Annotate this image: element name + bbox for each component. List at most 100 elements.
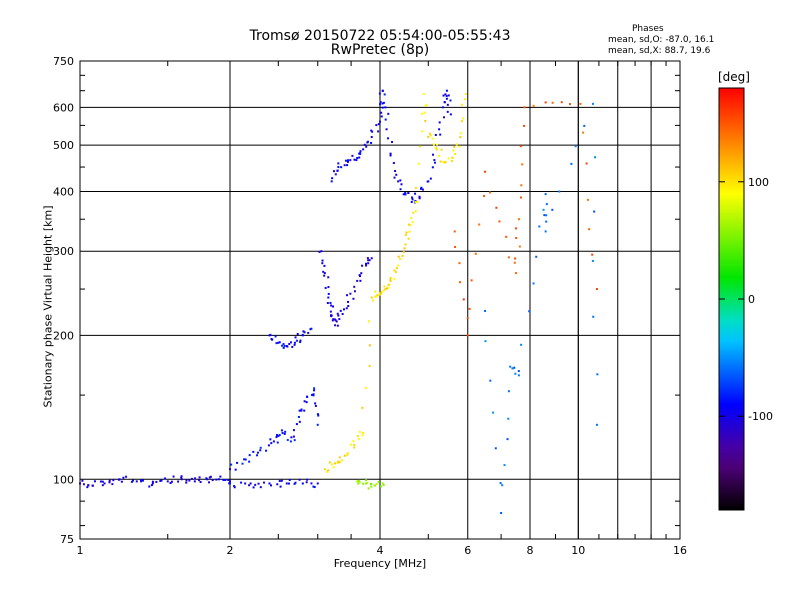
data-point: [432, 153, 435, 156]
data-point: [451, 157, 454, 160]
data-point: [188, 479, 191, 482]
data-point: [420, 187, 423, 190]
data-point: [417, 162, 420, 165]
data-point: [411, 221, 414, 224]
data-point: [381, 102, 384, 105]
data-point: [453, 145, 456, 148]
data-point: [122, 476, 125, 479]
data-point: [506, 438, 509, 441]
data-point: [507, 417, 510, 420]
data-point: [518, 245, 521, 248]
y-tick-label: 200: [53, 329, 74, 342]
data-point: [170, 480, 173, 483]
data-point: [434, 146, 437, 149]
data-point: [230, 463, 233, 466]
data-point: [356, 157, 359, 160]
data-point: [340, 166, 343, 169]
data-point: [303, 331, 306, 334]
data-point: [297, 415, 300, 418]
data-point: [335, 320, 338, 323]
data-point: [379, 120, 381, 123]
data-point: [507, 390, 510, 393]
phases-x-stats: mean, sd,X: 88.7, 19.6: [608, 46, 711, 56]
data-point: [374, 484, 377, 487]
data-point: [439, 160, 442, 163]
data-point: [278, 434, 281, 437]
data-point: [338, 461, 341, 464]
data-point: [352, 440, 355, 443]
data-point: [388, 283, 391, 286]
data-point: [93, 480, 96, 483]
data-point: [405, 231, 408, 234]
data-point: [362, 482, 365, 485]
data-point: [118, 478, 121, 481]
data-point: [505, 235, 508, 238]
data-point: [298, 478, 301, 481]
data-point: [81, 479, 84, 482]
data-point: [101, 480, 104, 483]
data-point: [401, 254, 404, 257]
data-point: [404, 233, 407, 236]
data-point: [429, 134, 432, 137]
x-tick-label: 6: [464, 544, 471, 557]
data-point: [330, 314, 333, 317]
data-point: [462, 298, 465, 301]
data-point: [355, 159, 358, 162]
data-point: [356, 279, 359, 282]
data-point: [377, 123, 380, 126]
data-point: [151, 480, 154, 483]
data-point: [532, 104, 535, 107]
data-point: [309, 328, 312, 331]
data-point: [440, 148, 443, 151]
data-point: [545, 203, 548, 206]
data-point: [360, 272, 363, 275]
y-tick-label: 750: [53, 55, 74, 68]
data-point: [252, 450, 255, 453]
data-point: [301, 482, 304, 485]
data-point: [236, 461, 239, 464]
data-point: [234, 468, 237, 471]
data-point: [403, 247, 406, 250]
data-point: [276, 434, 279, 437]
data-point: [346, 453, 349, 456]
data-point: [269, 438, 272, 441]
data-point: [381, 89, 384, 92]
data-point: [307, 331, 310, 334]
data-point: [442, 161, 445, 164]
data-point: [443, 116, 446, 119]
data-point: [439, 133, 442, 136]
data-point: [591, 253, 594, 256]
data-point: [429, 177, 432, 180]
data-point: [391, 140, 394, 143]
data-point: [180, 475, 183, 478]
data-point: [414, 192, 417, 195]
data-point: [233, 486, 236, 489]
data-point: [464, 98, 467, 101]
data-point: [410, 217, 413, 220]
data-point: [428, 132, 431, 135]
data-point: [332, 305, 335, 308]
data-point: [240, 481, 243, 484]
data-point: [320, 250, 323, 253]
data-point: [521, 163, 524, 166]
data-point: [283, 432, 286, 435]
data-point: [207, 481, 210, 484]
data-point: [363, 143, 366, 146]
data-point: [345, 307, 348, 310]
data-point: [259, 446, 262, 449]
data-point: [347, 304, 350, 307]
data-point: [511, 367, 514, 370]
data-point: [449, 99, 452, 102]
data-point: [375, 124, 378, 127]
data-point: [385, 287, 388, 290]
data-point: [483, 194, 486, 197]
data-point: [365, 145, 368, 148]
data-point: [421, 112, 424, 115]
x-axis-label: Frequency [MHz]: [333, 557, 427, 570]
data-point: [349, 292, 352, 295]
data-point: [421, 188, 424, 191]
data-point: [248, 484, 251, 487]
data-point: [159, 479, 162, 482]
data-point: [382, 289, 385, 292]
data-point: [305, 481, 308, 484]
